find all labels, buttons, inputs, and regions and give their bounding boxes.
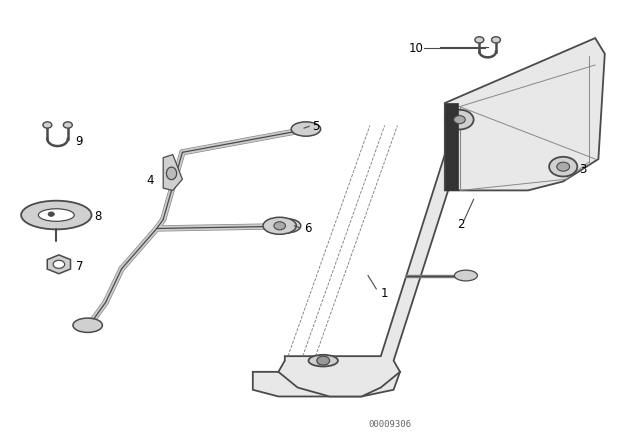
Circle shape [475, 37, 484, 43]
Text: 5: 5 [312, 120, 320, 133]
Circle shape [63, 122, 72, 128]
Text: 4: 4 [146, 173, 154, 187]
Circle shape [48, 212, 54, 216]
Polygon shape [163, 155, 182, 190]
Text: 6: 6 [304, 222, 312, 235]
Circle shape [317, 356, 330, 365]
Circle shape [454, 116, 465, 124]
Ellipse shape [166, 167, 177, 180]
Ellipse shape [271, 219, 301, 233]
Ellipse shape [263, 217, 296, 234]
Polygon shape [278, 114, 470, 396]
Circle shape [445, 110, 474, 129]
Text: 3: 3 [579, 163, 587, 176]
Text: 7: 7 [76, 260, 83, 273]
Polygon shape [445, 38, 605, 190]
Circle shape [549, 157, 577, 177]
Circle shape [53, 260, 65, 268]
Ellipse shape [454, 270, 477, 281]
Ellipse shape [291, 122, 321, 136]
Text: 2: 2 [458, 217, 465, 231]
Circle shape [43, 122, 52, 128]
Text: 00009306: 00009306 [368, 420, 411, 429]
Text: 9: 9 [76, 134, 83, 148]
Text: 8: 8 [95, 210, 102, 223]
Ellipse shape [308, 355, 338, 366]
Polygon shape [445, 103, 458, 190]
Ellipse shape [73, 318, 102, 332]
Circle shape [274, 222, 285, 230]
Polygon shape [253, 372, 400, 396]
Circle shape [557, 162, 570, 171]
Polygon shape [47, 255, 70, 274]
Text: 1: 1 [381, 287, 388, 300]
Circle shape [492, 37, 500, 43]
Text: 10: 10 [408, 42, 423, 55]
Ellipse shape [38, 209, 74, 221]
Ellipse shape [21, 201, 92, 229]
